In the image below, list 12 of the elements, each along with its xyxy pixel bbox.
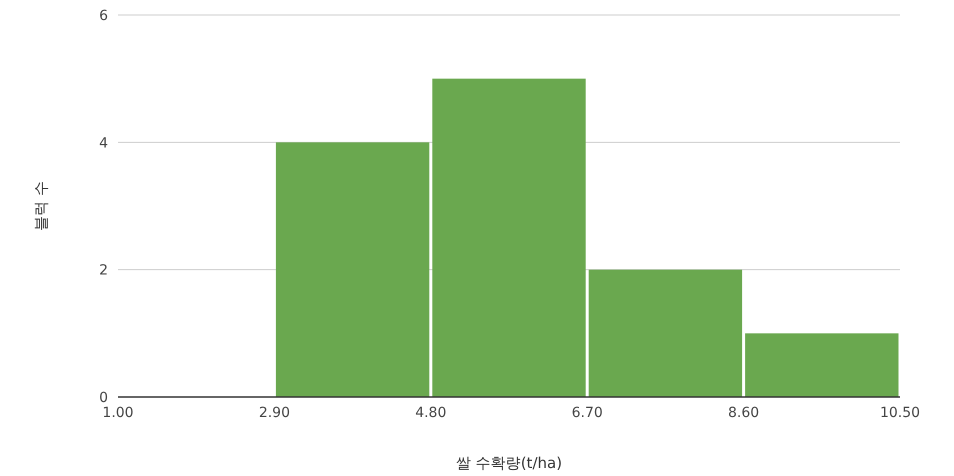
x-tick-label: 6.70 <box>572 405 603 421</box>
x-tick-label: 4.80 <box>415 405 446 421</box>
y-tick-label: 2 <box>99 262 108 279</box>
x-axis-title: 쌀 수확량(t/ha) <box>456 454 562 472</box>
y-tick-label: 4 <box>99 135 108 152</box>
y-axis-title: 블럭 수 <box>32 181 50 231</box>
x-tick-label: 2.90 <box>258 405 290 421</box>
x-tick-label: 10.50 <box>880 405 920 421</box>
y-tick-label: 0 <box>99 390 108 406</box>
x-tick-label: 1.00 <box>102 405 134 421</box>
x-tick-label: 8.60 <box>728 405 760 421</box>
y-tick-label: 6 <box>99 8 108 24</box>
